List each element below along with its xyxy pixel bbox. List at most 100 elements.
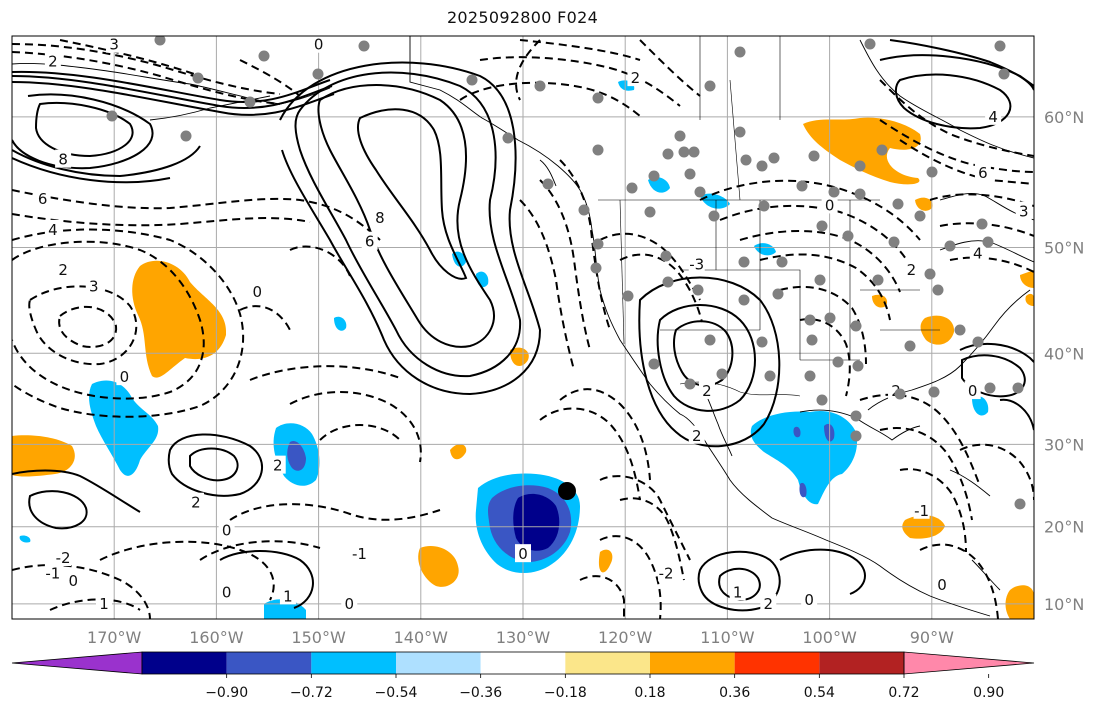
contour-label-bg <box>351 544 368 563</box>
contour-label: 8 <box>58 151 68 169</box>
contour-label: 0 <box>120 368 130 386</box>
colorbar-tick-label: −0.54 <box>375 685 418 701</box>
contour-label-bg <box>821 195 838 214</box>
station-markers <box>106 36 1026 510</box>
contour-label: 0 <box>937 576 947 594</box>
contour-label: -1 <box>45 564 60 582</box>
contour-label: 0 <box>968 382 978 400</box>
contour-label: 3 <box>89 278 99 296</box>
contour-label-bg <box>658 563 675 582</box>
map-grid <box>12 36 1034 619</box>
contour-label-bg <box>985 106 1002 125</box>
lon-tick-label: 90°W <box>910 628 954 647</box>
contour-label: 3 <box>109 36 119 54</box>
contour-label-bg <box>106 36 123 53</box>
colorbar-extend-low <box>11 651 143 675</box>
contour-label: 0 <box>253 283 263 301</box>
contour-label: -3 <box>689 256 704 274</box>
contour-label-bg <box>65 571 82 590</box>
contour-label-bg <box>187 492 204 511</box>
map-title: 2025092800 F024 <box>446 8 599 27</box>
contour-label: 0 <box>518 545 528 563</box>
contour-label-bg <box>269 455 286 474</box>
contour-label: 2 <box>907 261 917 279</box>
contour-label-bg <box>44 219 61 238</box>
colorbar <box>11 651 1035 675</box>
contour-label-bg <box>913 500 930 519</box>
contour-label-bg <box>964 381 981 400</box>
contour-label-bg <box>688 254 705 273</box>
contour-label-bg <box>279 586 296 605</box>
contour-label-bg <box>44 51 61 70</box>
colorbar-segment <box>819 652 904 674</box>
contour-label: 2 <box>764 595 774 613</box>
contour-label: 1 <box>283 587 293 605</box>
colorbar-tick-label: 0.72 <box>888 685 919 701</box>
contour-label-bg <box>760 593 777 612</box>
colorbar-tick-label: 0.54 <box>804 685 835 701</box>
contour-label-bg <box>44 563 61 582</box>
colorbar-tick-label: 0.36 <box>719 685 750 701</box>
contour-label-bg <box>310 36 327 53</box>
contour-label: 4 <box>48 221 58 239</box>
contour-label: 6 <box>365 233 375 251</box>
lon-tick-label: 100°W <box>802 628 857 647</box>
colorbar-tick-label: 0.90 <box>973 685 1004 701</box>
lon-tick-label: 160°W <box>189 628 244 647</box>
contour-label-bg <box>55 260 72 279</box>
colorbar-segment <box>142 652 227 674</box>
contour-label: -2 <box>56 549 71 567</box>
colorbar-tick-label: −0.72 <box>290 685 333 701</box>
contour-label-bg <box>218 582 235 601</box>
contour-label-bg <box>688 425 705 444</box>
colorbar-tick-labels: −0.90 −0.72 −0.54 −0.36 −0.18 0.18 0.36 0.54 0.7… <box>205 674 1004 701</box>
contour-label-bg <box>34 189 51 208</box>
contour-label: 2 <box>702 382 712 400</box>
contour-label-bg <box>698 381 715 400</box>
contour-label-bg <box>341 593 358 612</box>
contour-label: 2 <box>273 457 283 475</box>
contour-label: 2 <box>48 53 58 71</box>
contour-label: -1 <box>352 545 367 563</box>
contour-label: -1 <box>914 502 929 520</box>
colorbar-outline <box>141 651 905 675</box>
shaded-anomalies <box>12 80 1034 619</box>
contour-label: 0 <box>825 196 835 214</box>
colorbar-tick-label: 0.18 <box>634 685 665 701</box>
contour-label: 4 <box>973 244 983 262</box>
lon-tick-label: 170°W <box>87 628 142 647</box>
contour-label: 4 <box>988 108 998 126</box>
contour-label: 0 <box>69 572 79 590</box>
latitude-labels: 60°N 50°N 40°N 30°N 20°N 10°N <box>1044 108 1084 614</box>
contour-label-bg <box>116 367 133 386</box>
contour-label: 0 <box>222 584 232 602</box>
colorbar-segment <box>226 652 312 674</box>
contour-label-bg <box>361 231 378 250</box>
contour-label-bg <box>218 520 235 539</box>
contour-label: 0 <box>344 595 354 613</box>
contour-label-bg <box>515 544 531 563</box>
contour-label: 1 <box>733 584 743 602</box>
lon-tick-label: 130°W <box>496 628 551 647</box>
map-frame <box>11 35 1035 620</box>
contour-label-bg <box>55 548 72 567</box>
contour-label-bg <box>903 260 920 279</box>
contour-label: 8 <box>375 209 385 227</box>
contour-label: 0 <box>222 522 232 540</box>
contour-label: 6 <box>978 164 988 182</box>
contour-label: 0 <box>804 591 814 609</box>
lat-tick-label: 10°N <box>1044 595 1084 614</box>
colorbar-tick-label: −0.90 <box>205 685 248 701</box>
colorbar-segment <box>480 652 566 674</box>
contour-label: 3 <box>1019 203 1029 221</box>
lon-tick-label: 140°W <box>394 628 449 647</box>
lon-tick-label: 150°W <box>291 628 346 647</box>
longitude-labels: 170°W 160°W 150°W 140°W 130°W 120°W 110°W 100°W… <box>87 628 954 647</box>
colorbar-tick-label: −0.36 <box>459 685 502 701</box>
colorbar-segment <box>396 652 481 674</box>
storm-center-marker <box>558 482 576 500</box>
lon-tick-label: 120°W <box>598 628 653 647</box>
contour-label: 2 <box>191 494 201 512</box>
colorbar-segment <box>565 652 650 674</box>
